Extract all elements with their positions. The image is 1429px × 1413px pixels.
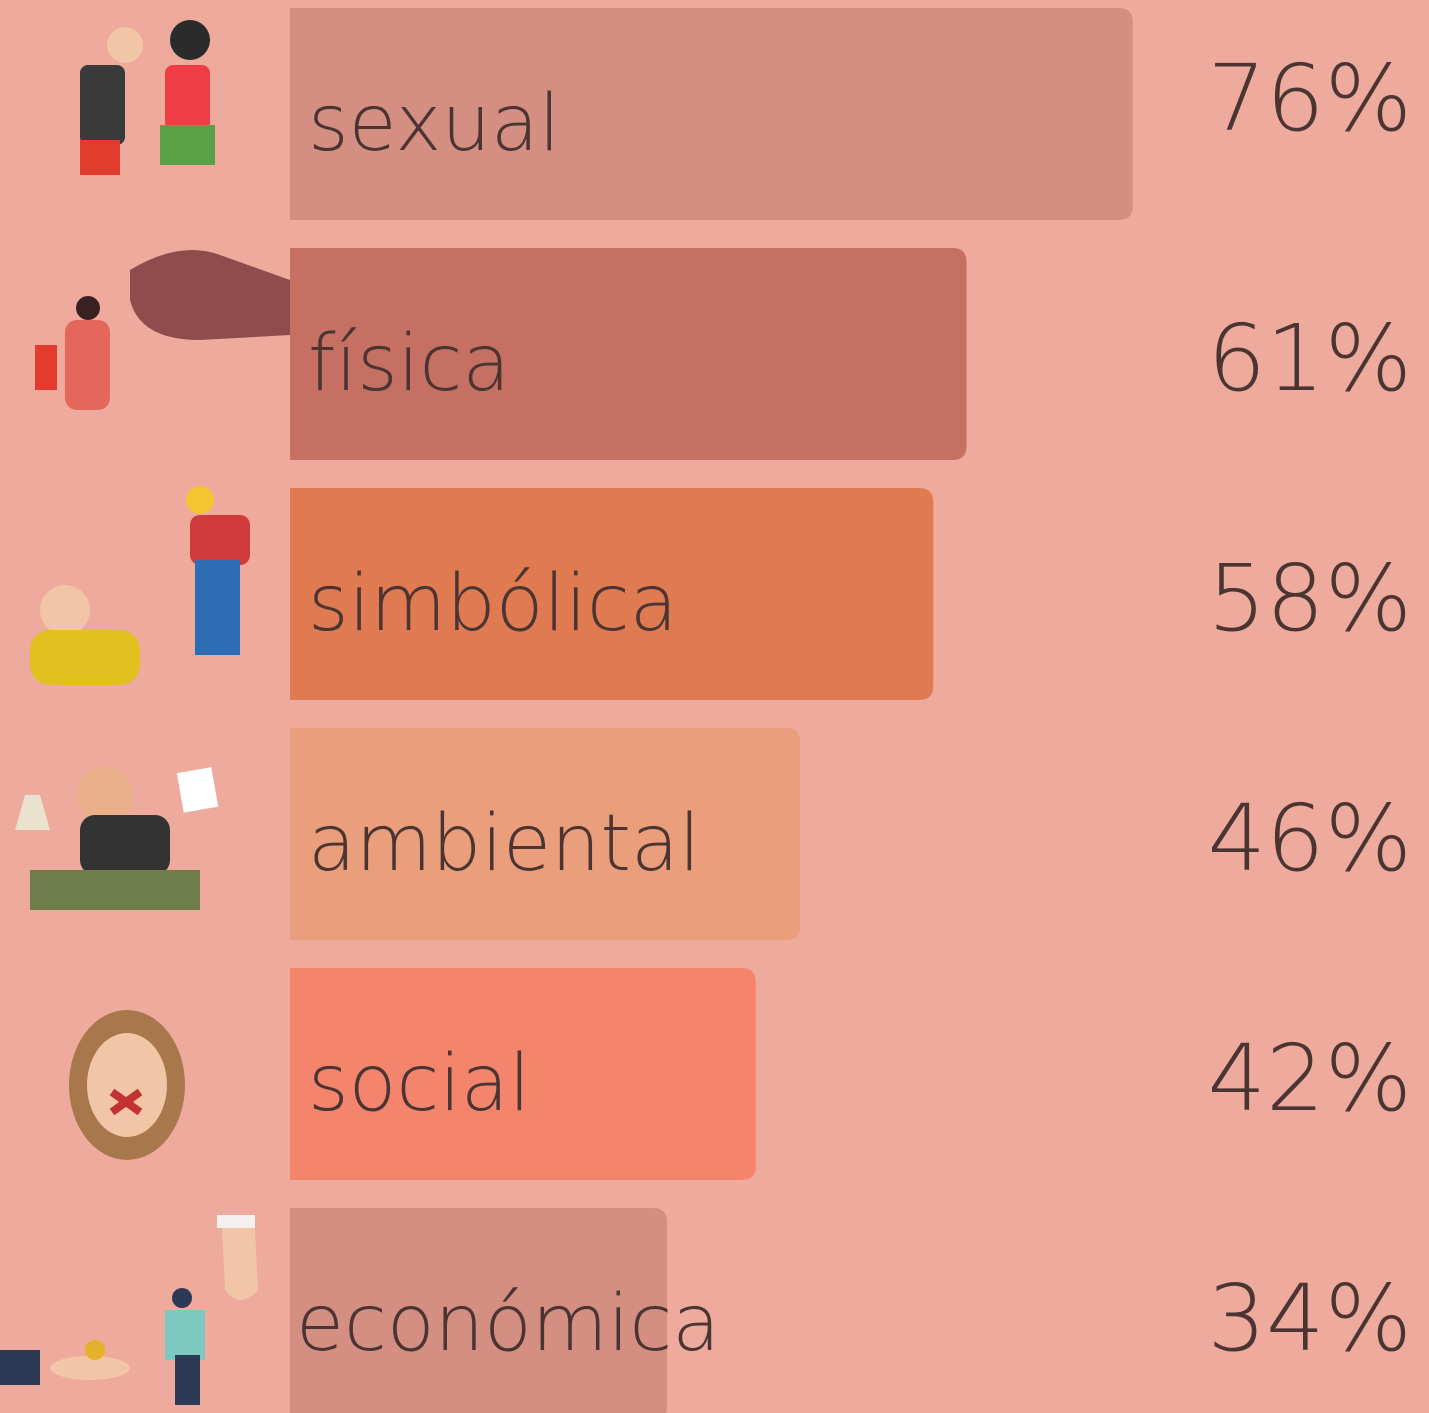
bar — [290, 728, 801, 940]
value-label: 42% — [1208, 1025, 1412, 1132]
icon-ambiental — [15, 767, 219, 910]
bar — [290, 1208, 668, 1413]
bar — [290, 248, 967, 460]
value-label: 58% — [1208, 545, 1412, 652]
category-label: social — [308, 1039, 530, 1129]
bar — [290, 488, 934, 700]
value-label: 34% — [1208, 1265, 1412, 1372]
value-label: 61% — [1208, 305, 1412, 412]
bar — [290, 968, 756, 1180]
value-label: 76% — [1208, 45, 1412, 152]
icon-social — [69, 1010, 185, 1160]
icon-economica — [0, 1215, 258, 1405]
category-label: simbólica — [308, 559, 678, 649]
category-label: sexual — [308, 79, 560, 169]
bars: sexual 76% física 61% simbólica 58% ambiental 4… — [290, 8, 1412, 1413]
value-label: 46% — [1208, 785, 1412, 892]
category-label: económica — [296, 1279, 720, 1369]
category-label: ambiental — [308, 799, 700, 889]
icon-simbolica — [30, 486, 250, 685]
bar — [290, 8, 1133, 220]
icon-fisica — [35, 250, 290, 410]
icon-sexual — [80, 20, 215, 175]
illustrations — [0, 20, 290, 1405]
category-label: física — [308, 319, 510, 409]
